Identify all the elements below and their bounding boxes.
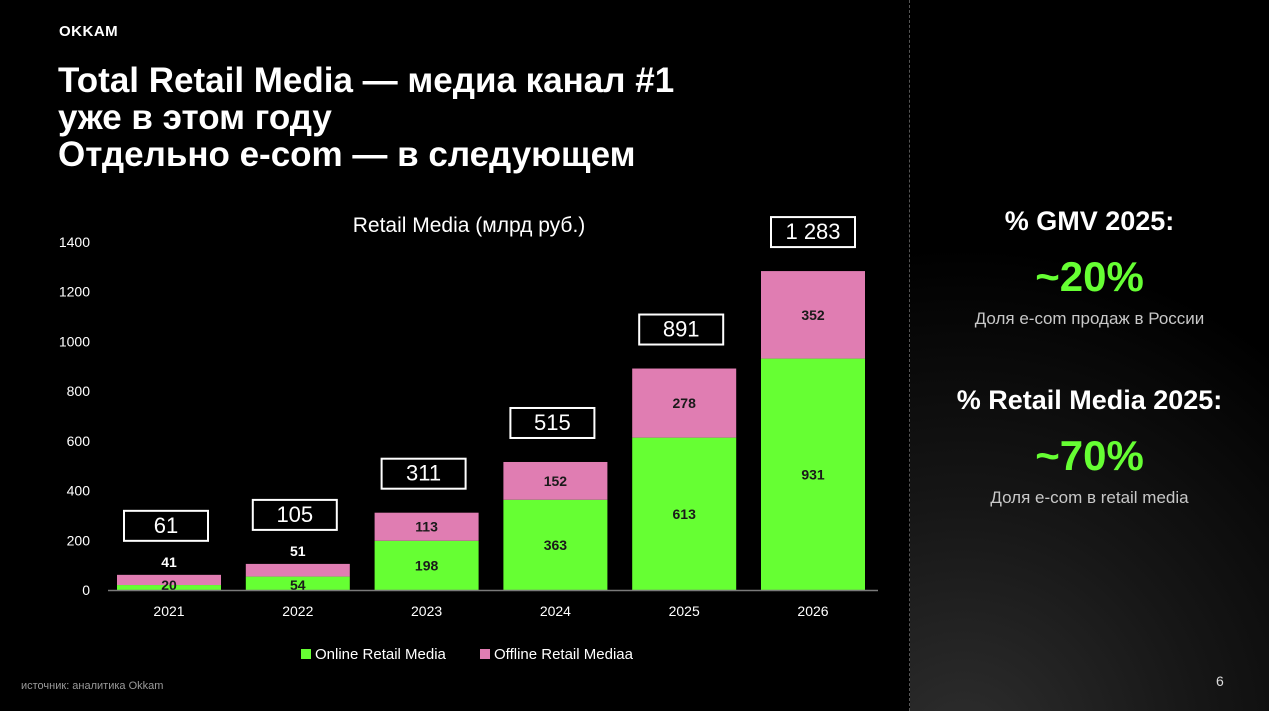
title-line-2: уже в этом году — [58, 98, 332, 137]
bar-segment-offline — [503, 461, 608, 500]
bar-segment-offline — [245, 563, 350, 577]
title-line-1: Total Retail Media — медиа канал #1 — [58, 61, 675, 100]
y-tick-label: 200 — [67, 532, 91, 548]
data-label-online: 931 — [801, 466, 825, 482]
divider — [909, 0, 910, 711]
y-axis: 0 200 400 600 800 1000 1200 1400 — [59, 234, 90, 598]
stat-retail-media: % Retail Media 2025: ~70% Доля e-com в r… — [910, 385, 1269, 508]
stat-title: % GMV 2025: — [1004, 206, 1175, 236]
data-label-offline: 352 — [801, 307, 825, 323]
y-tick-label: 400 — [67, 483, 91, 499]
data-label-offline: 51 — [290, 543, 306, 559]
x-axis: 2021 2022 2023 2024 2025 2026 — [153, 603, 828, 619]
bar-segment-online — [503, 499, 608, 590]
stat-title: % Retail Media 2025: — [956, 385, 1223, 415]
bar-segment-offline — [761, 271, 865, 359]
data-label-offline: 113 — [415, 519, 438, 535]
y-tick-label: 600 — [67, 433, 91, 449]
total-box — [509, 406, 596, 439]
stacked-bar-chart: Retail Media (млрд руб.) 0 200 400 600 800 10… — [59, 214, 878, 663]
legend-label-offline: Offline Retail Mediaa — [494, 646, 634, 663]
data-label-online: 363 — [544, 537, 568, 553]
total-box — [770, 216, 856, 249]
stat-value: ~70% — [1035, 432, 1144, 479]
legend-swatch-online — [301, 649, 311, 659]
x-tick-label: 2021 — [153, 603, 184, 619]
y-tick-label: 1200 — [59, 284, 90, 300]
total-label: 515 — [534, 410, 571, 435]
y-tick-label: 0 — [82, 582, 90, 598]
right-panel-background — [910, 0, 1269, 711]
total-label: 61 — [154, 513, 178, 538]
bar-segment-online — [374, 540, 479, 590]
chart-title: Retail Media (млрд руб.) — [353, 214, 586, 237]
bar-segment-offline — [374, 512, 479, 541]
legend-swatch-offline — [480, 649, 490, 659]
bar-segment-offline — [117, 574, 221, 586]
x-tick-label: 2026 — [797, 603, 828, 619]
source-note: источник: аналитика Okkam — [21, 680, 164, 692]
total-box — [638, 313, 725, 346]
x-tick-label: 2024 — [540, 603, 571, 619]
legend: Online Retail Media Offline Retail Mediaa — [301, 646, 634, 663]
data-label-offline: 41 — [161, 554, 177, 570]
total-box — [251, 498, 338, 531]
stat-description: Доля e-com продаж в России — [974, 309, 1205, 328]
stat-gmv: % GMV 2025: ~20% Доля e-com продаж в Рос… — [910, 206, 1269, 329]
logo: OKKAM — [59, 23, 119, 40]
legend-label-online: Online Retail Media — [315, 646, 447, 663]
data-label-online: 198 — [415, 557, 439, 573]
bar-segment-online — [117, 585, 221, 590]
bar-segment-offline — [632, 368, 737, 438]
data-label-offline: 278 — [673, 395, 697, 411]
data-label-online: 20 — [161, 577, 177, 593]
data-label-online: 613 — [673, 506, 697, 522]
bar-segment-online — [632, 437, 737, 590]
total-label: 891 — [663, 317, 700, 342]
stat-description: Доля e-com в retail media — [990, 488, 1189, 507]
page-title: Total Retail Media — медиа канал #1 уже … — [58, 62, 674, 173]
x-tick-label: 2025 — [669, 603, 700, 619]
bar-segment-online — [761, 358, 865, 590]
page-number: 6 — [1216, 673, 1224, 689]
bar-segment-online — [245, 576, 350, 590]
x-tick-label: 2023 — [411, 603, 442, 619]
stat-value: ~20% — [1035, 253, 1144, 300]
y-tick-label: 800 — [67, 383, 91, 399]
y-tick-label: 1000 — [59, 333, 90, 349]
total-label: 105 — [276, 502, 313, 527]
y-tick-label: 1400 — [59, 234, 90, 250]
total-label: 311 — [406, 461, 441, 486]
title-line-3: Отдельно e-com — в следующем — [58, 135, 636, 174]
total-box — [380, 457, 467, 490]
data-label-online: 54 — [290, 577, 306, 593]
bars: 20 41 61 54 51 105 198 113 311 363 152 515 613 278 891… — [117, 216, 865, 593]
x-tick-label: 2022 — [282, 603, 313, 619]
data-label-offline: 152 — [544, 473, 568, 489]
total-box — [123, 509, 209, 542]
total-label: 1 283 — [785, 219, 840, 244]
